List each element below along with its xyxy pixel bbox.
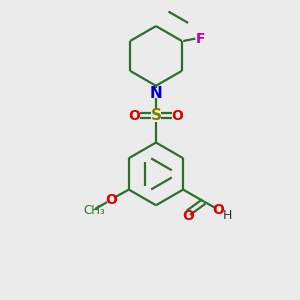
Text: H: H [223, 209, 232, 222]
Text: O: O [128, 109, 140, 123]
Text: CH₃: CH₃ [83, 204, 105, 217]
Text: O: O [182, 209, 194, 224]
Text: N: N [150, 86, 162, 101]
Text: O: O [212, 203, 224, 217]
Text: O: O [172, 109, 183, 123]
Text: S: S [151, 108, 161, 123]
Text: F: F [196, 32, 205, 46]
Text: O: O [105, 193, 117, 207]
